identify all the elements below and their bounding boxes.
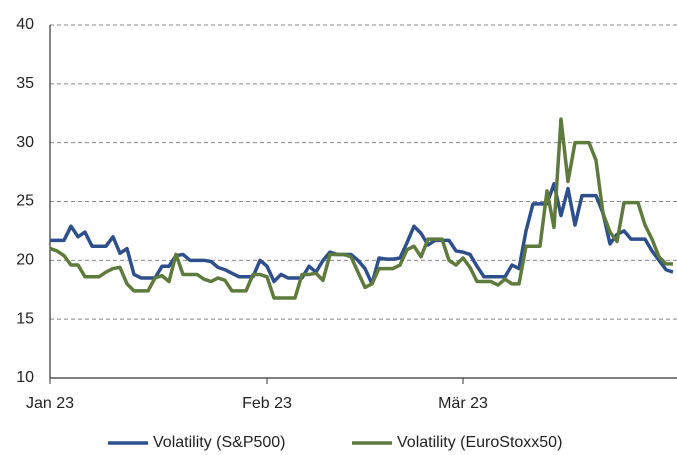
series-line <box>50 182 674 286</box>
x-tick-label: Mär 23 <box>438 395 488 412</box>
y-tick-label: 20 <box>16 252 34 269</box>
legend-label: Volatility (EuroStoxx50) <box>397 434 562 451</box>
y-tick-label: 15 <box>16 310 34 327</box>
series-line <box>49 117 673 300</box>
x-tick-label: Feb 23 <box>242 395 292 412</box>
y-tick-label: 25 <box>16 193 34 210</box>
x-tick-label: Jan 23 <box>26 395 74 412</box>
y-tick-label: 30 <box>16 134 34 151</box>
y-tick-label: 10 <box>16 369 34 386</box>
y-tick-label: 35 <box>16 75 34 92</box>
y-tick-label: 40 <box>16 16 34 33</box>
legend-label: Volatility (S&P500) <box>153 434 286 451</box>
